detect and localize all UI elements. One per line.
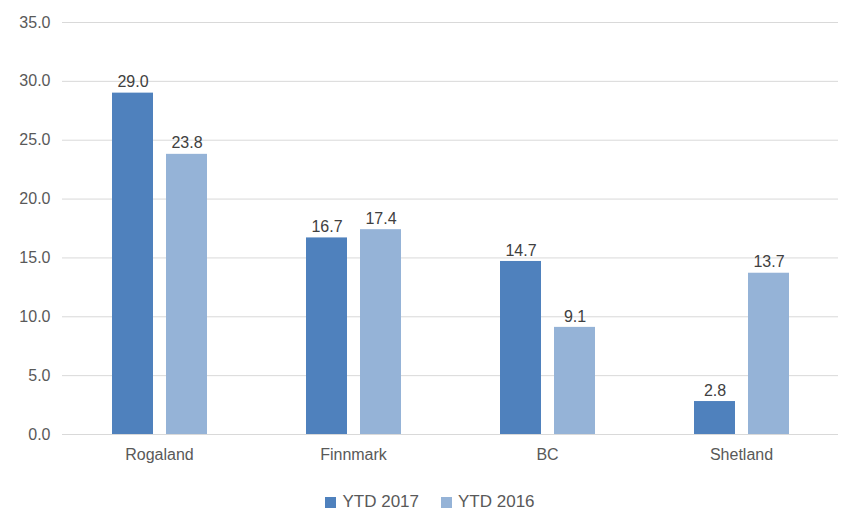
svg-text:30.0: 30.0: [19, 72, 50, 89]
svg-text:BC: BC: [536, 446, 558, 463]
svg-text:29.0: 29.0: [117, 73, 148, 90]
svg-text:Rogaland: Rogaland: [125, 446, 194, 463]
svg-text:5.0: 5.0: [28, 367, 50, 384]
svg-text:14.7: 14.7: [505, 242, 536, 259]
html-text:YTD 2017: YTD 2017: [342, 492, 419, 511]
svg-text:10.0: 10.0: [19, 308, 50, 325]
svg-text:Shetland: Shetland: [710, 446, 773, 463]
svg-text:23.8: 23.8: [171, 134, 202, 151]
svg-text:16.7: 16.7: [311, 218, 342, 235]
svg-text:15.0: 15.0: [19, 249, 50, 266]
html-text:YTD 2016: YTD 2016: [458, 492, 535, 511]
svg-text:17.4: 17.4: [365, 210, 396, 227]
svg-text:0.0: 0.0: [28, 426, 50, 443]
svg-text:20.0: 20.0: [19, 190, 50, 207]
svg-text:Finnmark: Finnmark: [320, 446, 388, 463]
svg-text:9.1: 9.1: [564, 308, 586, 325]
svg-text:2.8: 2.8: [704, 382, 726, 399]
svg-text:35.0: 35.0: [19, 14, 50, 31]
svg-text:25.0: 25.0: [19, 131, 50, 148]
svg-text:13.7: 13.7: [753, 253, 784, 270]
